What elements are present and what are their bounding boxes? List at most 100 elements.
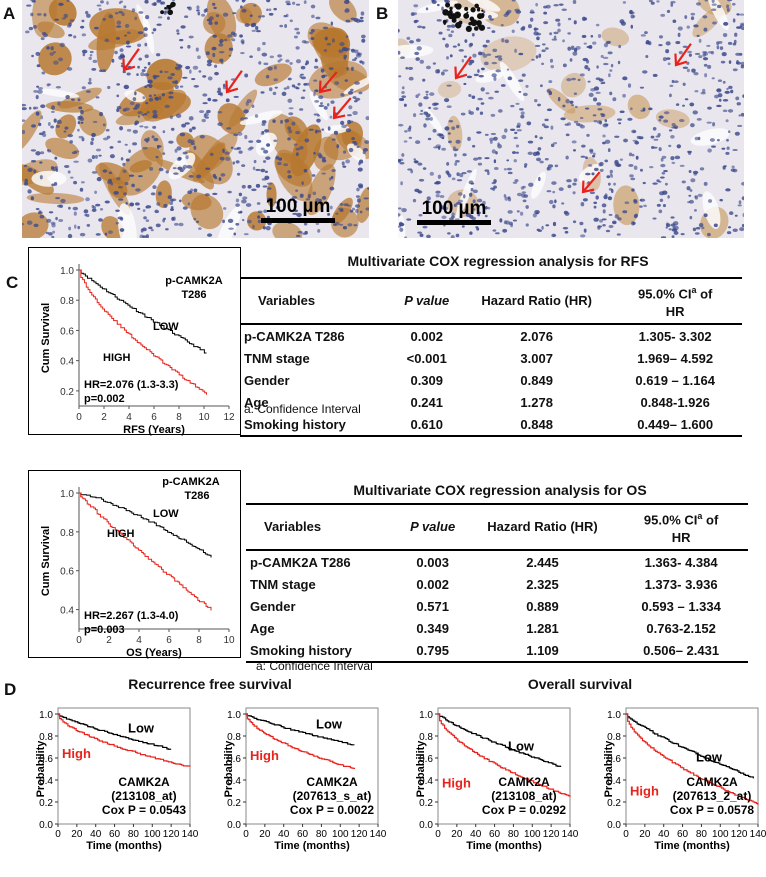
nucleus [441, 136, 445, 140]
nucleus [35, 151, 41, 156]
nucleus [339, 42, 345, 47]
nucleus [213, 6, 217, 10]
nucleus [607, 196, 613, 201]
nucleus [235, 160, 240, 164]
nucleus [398, 222, 405, 227]
nucleus [702, 57, 709, 61]
nucleus [489, 18, 494, 21]
nucleus [536, 32, 542, 36]
nucleus [151, 2, 157, 6]
nucleus [695, 226, 701, 230]
nucleus [572, 220, 577, 224]
nucleus [727, 41, 733, 45]
plot-frame [245, 707, 379, 825]
nucleus [119, 228, 125, 232]
nucleus [527, 24, 532, 29]
km-rfs-frame: 1.0 0.8 0.6 0.4 0.2 0 2 4 6 8 10 12 RFS (Years) Cum S… [28, 247, 241, 436]
stained-cell-cluster [239, 2, 262, 26]
high-curve [246, 713, 356, 769]
high-group-label: HIGH [107, 528, 135, 540]
nucleus [672, 226, 676, 231]
nucleus [132, 129, 138, 134]
nucleus [522, 185, 526, 189]
nucleus [328, 67, 334, 70]
nucleus [118, 198, 124, 201]
nucleus [610, 174, 614, 178]
nucleus [704, 73, 708, 78]
nucleus [477, 198, 483, 203]
nucleus [289, 61, 293, 65]
nucleus [608, 213, 613, 216]
nucleus [162, 152, 166, 155]
nucleus [738, 114, 741, 117]
nucleus [228, 227, 234, 230]
nucleus [267, 222, 271, 225]
nucleus [235, 198, 240, 203]
table-os-footnote: a: Confidence Interval [256, 659, 373, 673]
y-tick-label: 0.6 [607, 754, 621, 765]
nucleus [696, 117, 702, 121]
nucleus [422, 78, 426, 82]
nucleus [162, 130, 166, 134]
nucleus [303, 82, 307, 86]
arrow-head [225, 80, 239, 94]
nucleus [207, 76, 213, 81]
nucleus [588, 92, 594, 98]
nucleus [28, 106, 32, 110]
x-tick-label: 40 [278, 829, 290, 840]
nucleus [401, 153, 405, 157]
nucleus [338, 49, 344, 54]
nucleus [340, 92, 345, 97]
nucleus [398, 213, 401, 217]
nucleus [619, 158, 624, 161]
nucleus [341, 161, 345, 166]
nucleus [55, 167, 59, 172]
nucleus [134, 91, 137, 96]
nucleus [263, 62, 269, 66]
nucleus [79, 232, 86, 237]
nucleus [81, 33, 87, 37]
nucleus [581, 34, 587, 38]
y-tick-label: 1.0 [227, 710, 241, 721]
nucleus [400, 181, 403, 186]
nucleus [142, 96, 146, 100]
nucleus [256, 47, 261, 52]
nucleus [138, 11, 144, 14]
nucleus [173, 216, 176, 221]
nucleus [345, 128, 352, 133]
red-arrow [332, 97, 352, 120]
x-tick-label: 0 [76, 635, 82, 646]
nucleus [63, 130, 67, 133]
nucleus [22, 223, 25, 226]
nucleus [405, 66, 409, 70]
nucleus [95, 96, 100, 99]
nucleus [54, 156, 58, 160]
nucleus [573, 178, 578, 183]
nucleus [454, 218, 460, 221]
nucleus [214, 64, 218, 68]
nucleus [734, 32, 738, 37]
nucleus [574, 105, 578, 109]
nucleus [132, 97, 137, 101]
nucleus [490, 132, 497, 136]
nucleus [244, 117, 248, 120]
nucleus [132, 142, 138, 146]
nucleus [415, 57, 420, 61]
nucleus [343, 57, 347, 60]
nucleus [417, 190, 421, 194]
nucleus [266, 8, 269, 12]
nucleus [417, 162, 423, 166]
nucleus [597, 108, 603, 111]
nucleus [304, 138, 310, 143]
nucleus [477, 156, 482, 160]
cell-hr: 1.278 [520, 394, 553, 410]
nucleus [136, 73, 139, 76]
nucleus [92, 59, 98, 64]
nucleus [235, 222, 240, 226]
nucleus [329, 205, 333, 210]
nucleus [484, 61, 489, 66]
cell-p-value: 0.241 [410, 394, 444, 410]
nucleus [718, 98, 722, 102]
nucleus [135, 202, 140, 206]
nucleus [230, 146, 234, 149]
